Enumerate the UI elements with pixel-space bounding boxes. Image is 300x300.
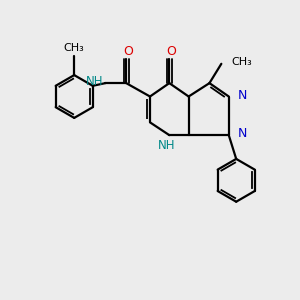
Text: CH₃: CH₃ <box>64 44 85 53</box>
Text: O: O <box>166 45 176 58</box>
Text: N: N <box>238 127 247 140</box>
Text: N: N <box>238 88 247 101</box>
Text: NH: NH <box>85 75 103 88</box>
Text: NH: NH <box>158 139 175 152</box>
Text: O: O <box>123 45 133 58</box>
Text: CH₃: CH₃ <box>232 57 253 67</box>
